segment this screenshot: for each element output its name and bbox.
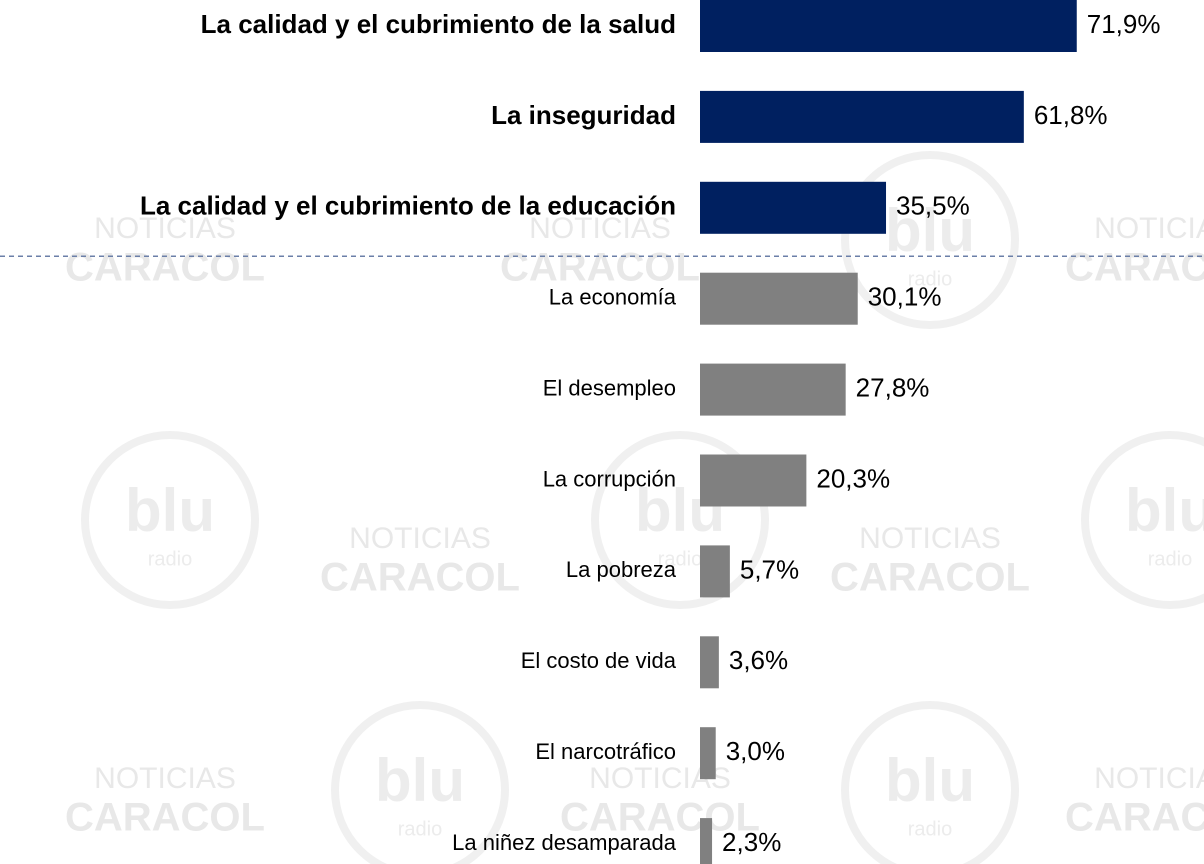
category-label: El costo de vida	[521, 648, 677, 673]
watermark: CARACOL	[320, 556, 520, 600]
watermark: blu	[885, 747, 975, 814]
value-label: 71,9%	[1087, 9, 1161, 39]
watermark-ring	[841, 701, 1019, 864]
watermark: blu	[375, 747, 465, 814]
watermark-ring	[331, 701, 509, 864]
category-label: La niñez desamparada	[452, 830, 677, 855]
watermark: CARACOL	[500, 246, 700, 290]
watermark: NOTICIAS	[1094, 762, 1204, 795]
watermark: CARACOL	[1065, 796, 1204, 840]
value-label: 20,3%	[816, 463, 890, 493]
bar	[700, 363, 846, 416]
bar	[700, 636, 719, 689]
watermark: CARACOL	[65, 796, 265, 840]
value-label: 27,8%	[856, 372, 930, 402]
watermark: radio	[1148, 548, 1192, 570]
watermark: radio	[908, 818, 952, 840]
watermark: radio	[908, 268, 952, 290]
bar	[700, 454, 807, 507]
watermark: NOTICIAS	[94, 762, 236, 795]
category-label: La economía	[549, 285, 677, 310]
category-label: La calidad y el cubrimiento de la salud	[201, 9, 676, 39]
bar	[700, 0, 1077, 52]
value-label: 61,8%	[1034, 100, 1108, 130]
bar	[700, 727, 716, 780]
category-label: El narcotráfico	[535, 739, 676, 764]
bar	[700, 818, 713, 864]
watermark: NOTICIAS	[859, 522, 1001, 555]
watermark: blu	[885, 197, 975, 264]
watermark-ring	[591, 431, 769, 609]
category-label: La corrupción	[543, 466, 676, 491]
watermark: blu	[1125, 477, 1204, 544]
category-label: La inseguridad	[491, 100, 676, 130]
category-label: La calidad y el cubrimiento de la educac…	[140, 191, 676, 221]
watermark: blu	[125, 477, 215, 544]
watermark: CARACOL	[1065, 246, 1204, 290]
category-label: La pobreza	[566, 557, 677, 582]
value-label: 2,3%	[722, 827, 781, 857]
value-label: 5,7%	[740, 554, 799, 584]
category-label: El desempleo	[543, 375, 676, 400]
watermark: NOTICIAS	[94, 212, 236, 245]
watermark-ring	[1081, 431, 1204, 609]
value-label: 30,1%	[868, 282, 942, 312]
watermark: NOTICIAS	[349, 522, 491, 555]
watermark: CARACOL	[560, 796, 760, 840]
bar	[700, 181, 887, 234]
watermark: radio	[658, 548, 702, 570]
value-label: 3,6%	[729, 645, 788, 675]
watermark: CARACOL	[65, 246, 265, 290]
value-label: 3,0%	[726, 736, 785, 766]
watermark: CARACOL	[830, 556, 1030, 600]
bar	[700, 272, 858, 325]
value-label: 35,5%	[896, 191, 970, 221]
watermark: radio	[148, 548, 192, 570]
watermark: NOTICIAS	[1094, 212, 1204, 245]
bar	[700, 545, 730, 598]
watermark: NOTICIAS	[529, 212, 671, 245]
watermark-ring	[81, 431, 259, 609]
watermark-ring	[841, 151, 1019, 329]
watermark: radio	[398, 818, 442, 840]
bar	[700, 90, 1024, 143]
